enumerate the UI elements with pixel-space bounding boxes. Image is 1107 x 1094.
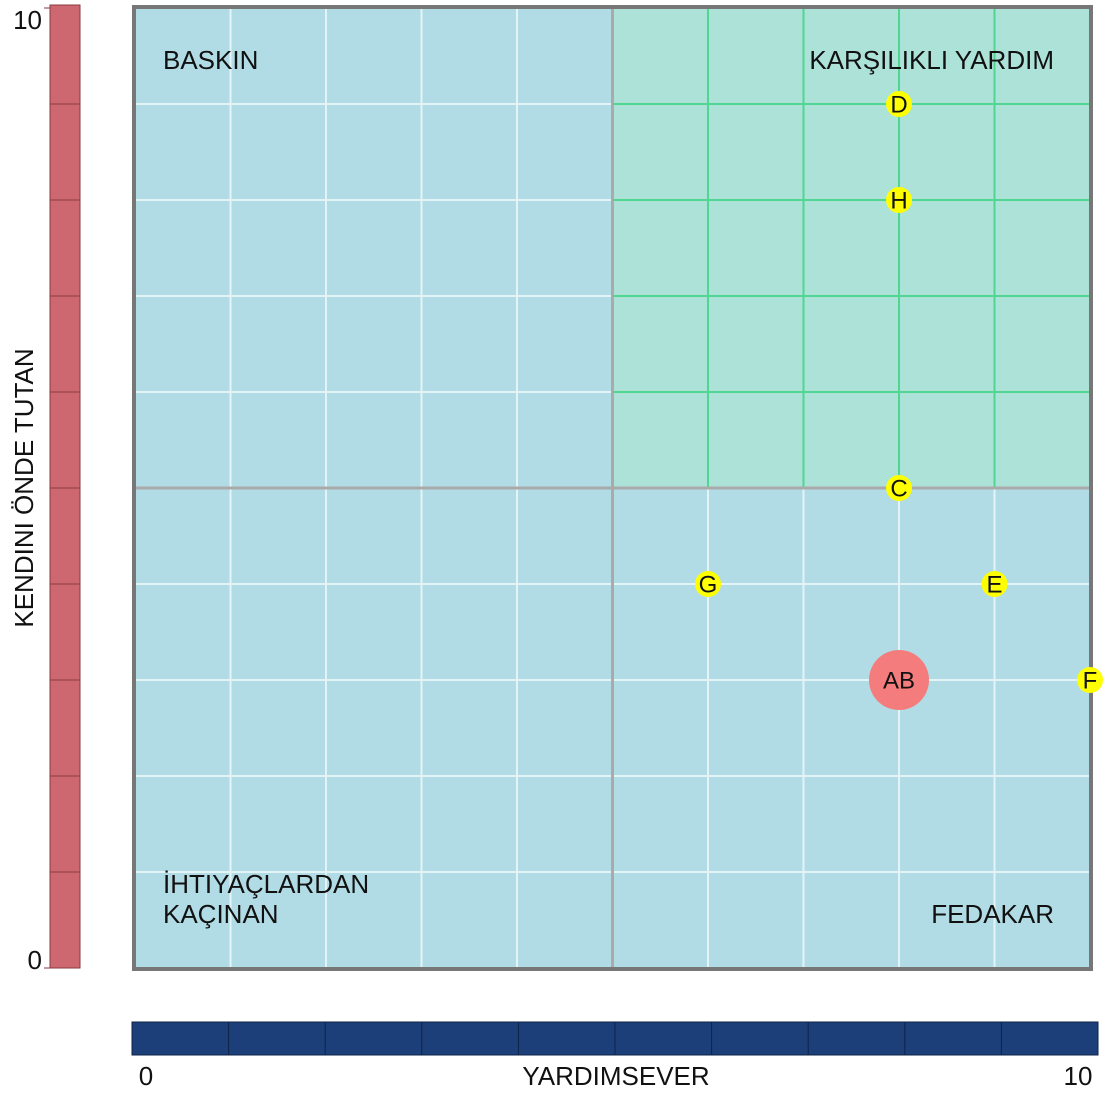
point <box>695 571 721 597</box>
x-tick-label: 10 <box>1064 1061 1093 1091</box>
point-label: AB <box>883 667 915 694</box>
quadrant-label: BASKIN <box>163 45 258 75</box>
x-tick-label: 0 <box>139 1061 153 1091</box>
quadrant-label: KAÇINAN <box>163 899 279 929</box>
point <box>886 475 912 501</box>
quadrant-label: KARŞILIKLI YARDIM <box>809 45 1054 75</box>
point <box>886 91 912 117</box>
plot-frame <box>132 5 1093 971</box>
point-label: C <box>890 475 907 502</box>
y-axis-bar <box>49 4 81 969</box>
point-label: H <box>890 187 907 214</box>
point <box>869 650 929 710</box>
point-label: E <box>986 571 1002 598</box>
y-tick-label: 0 <box>28 945 42 975</box>
point <box>981 571 1008 597</box>
point-label: D <box>890 91 907 118</box>
point-label: G <box>699 571 718 598</box>
quadrant-label: FEDAKAR <box>931 899 1054 929</box>
y-tick-label: 10 <box>13 5 42 35</box>
point <box>886 187 912 213</box>
quadrant-label: İHTIYAÇLARDAN <box>163 869 369 899</box>
x-axis-label: YARDIMSEVER <box>522 1061 709 1091</box>
y-axis-label: KENDINI ÖNDE TUTAN <box>9 348 39 627</box>
quadrant-highlight <box>612 8 1090 488</box>
point-label: F <box>1083 667 1098 694</box>
point <box>1077 667 1103 693</box>
